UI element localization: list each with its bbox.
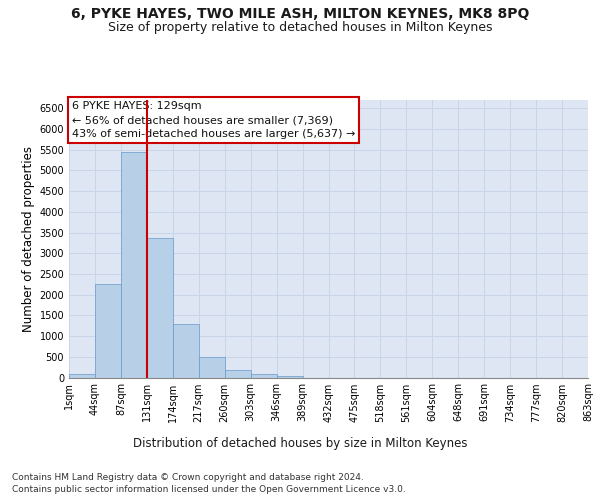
Bar (95, 284, 121, 378)
Text: Contains HM Land Registry data © Crown copyright and database right 2024.: Contains HM Land Registry data © Crown c… (12, 472, 364, 482)
Bar (173, 324, 199, 378)
Bar (199, 357, 224, 378)
Bar (225, 370, 251, 378)
Text: 6, PYKE HAYES, TWO MILE ASH, MILTON KEYNES, MK8 8PQ: 6, PYKE HAYES, TWO MILE ASH, MILTON KEYN… (71, 8, 529, 22)
Bar (251, 374, 277, 378)
Text: Size of property relative to detached houses in Milton Keynes: Size of property relative to detached ho… (108, 21, 492, 34)
Y-axis label: Number of detached properties: Number of detached properties (22, 146, 35, 332)
Bar (147, 238, 173, 378)
Bar (121, 152, 147, 378)
Text: 6 PYKE HAYES: 129sqm
← 56% of detached houses are smaller (7,369)
43% of semi-de: 6 PYKE HAYES: 129sqm ← 56% of detached h… (71, 102, 355, 140)
Text: Distribution of detached houses by size in Milton Keynes: Distribution of detached houses by size … (133, 438, 467, 450)
Bar (69, 374, 95, 378)
Bar (277, 376, 302, 378)
Text: Contains public sector information licensed under the Open Government Licence v3: Contains public sector information licen… (12, 485, 406, 494)
